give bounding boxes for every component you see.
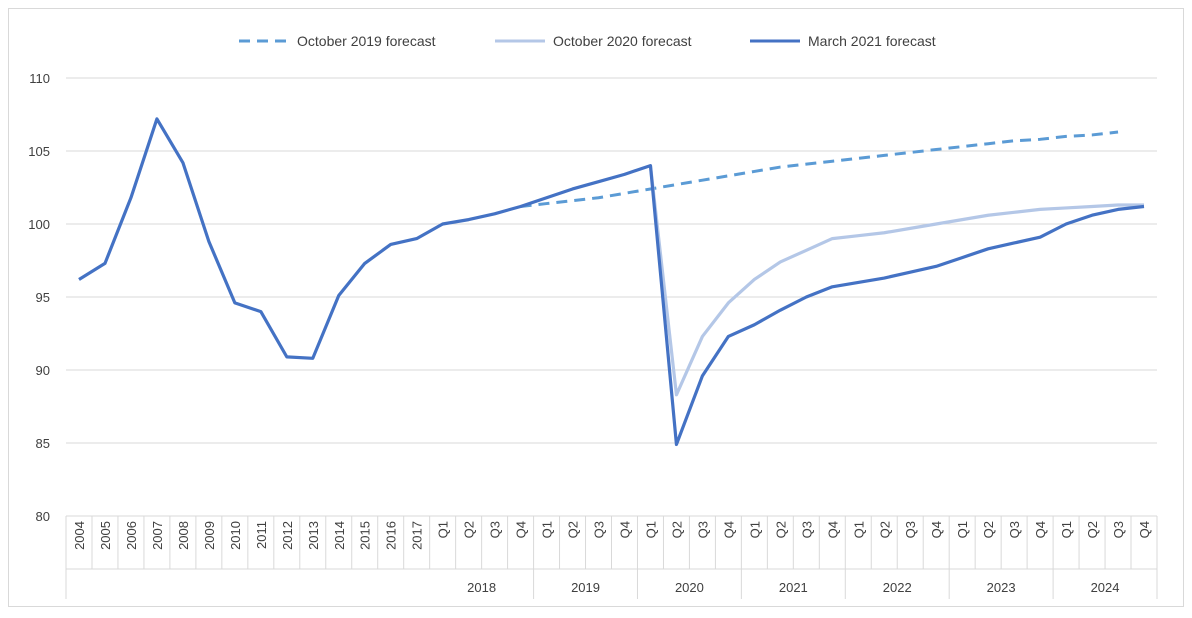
x-tick-label: Q2 (669, 521, 684, 538)
x-tick-label: Q4 (1137, 521, 1152, 538)
x-tick-label: Q3 (799, 521, 814, 538)
x-tick-label: Q4 (825, 521, 840, 538)
x-tick-label: 2007 (150, 521, 165, 550)
x-tick-label: Q3 (903, 521, 918, 538)
year-group-label: 2020 (675, 580, 704, 595)
x-tick-label: Q1 (747, 521, 762, 538)
x-tick-label: Q1 (1059, 521, 1074, 538)
year-group-label: 2021 (779, 580, 808, 595)
gridlines (66, 77, 1157, 517)
x-tick-label: Q1 (436, 521, 451, 538)
x-tick-label: Q1 (851, 521, 866, 538)
y-tick-labels: 80 85 90 95 100 105 110 (28, 71, 50, 524)
series-lines (78, 117, 1145, 447)
x-tick-label: Q4 (514, 521, 529, 538)
x-tick-label: Q2 (981, 521, 996, 538)
x-tick-label: Q3 (1111, 521, 1126, 538)
x-tick-label: 2010 (228, 521, 243, 550)
x-tick-label: Q2 (462, 521, 477, 538)
legend-label: October 2020 forecast (553, 33, 692, 49)
series-line-3 (78, 117, 1145, 447)
y-tick-label: 80 (36, 509, 50, 524)
x-tick-label: 2015 (358, 521, 373, 550)
year-group-label: 2019 (571, 580, 600, 595)
x-tick-label: Q2 (566, 521, 581, 538)
axes (65, 515, 1158, 599)
y-tick-label: 105 (28, 144, 50, 159)
x-tick-label: Q2 (877, 521, 892, 538)
year-group-label: 2023 (987, 580, 1016, 595)
x-tick-label: 2004 (72, 521, 87, 550)
series-line-2 (648, 165, 1145, 397)
y-tick-label: 110 (29, 71, 50, 86)
x-tick-label: 2008 (176, 521, 191, 550)
y-tick-label: 85 (36, 436, 50, 451)
series-line-1 (520, 130, 1119, 208)
x-tick-label: Q2 (773, 521, 788, 538)
y-tick-label: 95 (36, 290, 50, 305)
y-tick-label: 100 (28, 217, 50, 232)
x-tick-label: Q1 (540, 521, 555, 538)
x-tick-label: 2016 (384, 521, 399, 550)
x-tick-label: Q3 (488, 521, 503, 538)
legend-label: March 2021 forecast (808, 33, 936, 49)
legend-label: October 2019 forecast (297, 33, 436, 49)
x-tick-label: 2017 (410, 521, 425, 550)
year-group-label: 2024 (1091, 580, 1120, 595)
year-group-label: 2018 (467, 580, 496, 595)
x-tick-label: Q4 (1033, 521, 1048, 538)
y-tick-label: 90 (36, 363, 50, 378)
x-tick-label: Q1 (643, 521, 658, 538)
x-tick-label: Q4 (721, 521, 736, 538)
x-tick-label: 2013 (306, 521, 321, 550)
x-tick-label: 2012 (280, 521, 295, 550)
x-tick-label: 2011 (254, 521, 269, 549)
x-tick-label: Q1 (955, 521, 970, 538)
x-tick-label: 2006 (124, 521, 139, 550)
x-tick-label: Q3 (592, 521, 607, 538)
x-tick-label: 2005 (98, 521, 113, 550)
x-tick-label: Q4 (617, 521, 632, 538)
x-tick-label: Q3 (695, 521, 710, 538)
year-group-label: 2022 (883, 580, 912, 595)
x-tick-label: Q3 (1007, 521, 1022, 538)
x-tick-labels: 2004 2005 2006 2007 2008 2009 2010 2011 2012 2013… (72, 521, 1152, 595)
x-tick-label: 2014 (332, 521, 347, 550)
x-tick-label: Q4 (929, 521, 944, 538)
x-tick-label: 2009 (202, 521, 217, 550)
legend: October 2019 forecast October 2020 foreca… (239, 33, 936, 49)
chart-frame: 80 85 90 95 100 105 110 2004 2005 2006 2007 2008 20… (8, 8, 1184, 607)
x-tick-label: Q2 (1085, 521, 1100, 538)
